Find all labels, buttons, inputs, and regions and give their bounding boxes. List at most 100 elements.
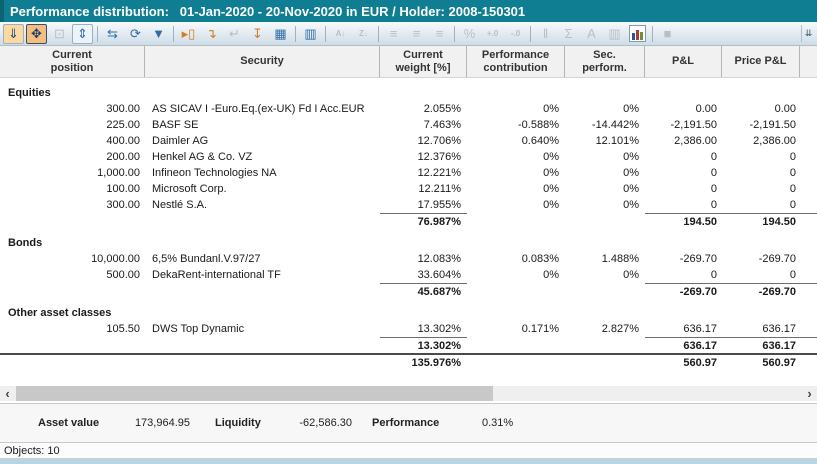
table-cell	[565, 355, 645, 371]
toolbar-separator	[378, 25, 379, 42]
scrollbar-thumb[interactable]	[16, 386, 493, 401]
resize-columns-icon[interactable]: ⇆	[107, 26, 118, 41]
align-left-icon: ≡	[389, 26, 398, 41]
table-cell: 13.302%	[417, 323, 461, 335]
table-cell: 0%	[543, 199, 559, 211]
table-row[interactable]: 10,000.00 6,5% Bundanl.V.97/27 12.083% 0.08…	[0, 251, 817, 267]
section-header-row: Other asset classes	[0, 305, 817, 321]
table-cell: 0.171%	[521, 323, 559, 335]
column-header-sec-perform[interactable]: Sec. perform.	[565, 46, 645, 77]
section-label: Bonds	[8, 237, 43, 249]
table-cell: 45.687%	[380, 283, 467, 299]
table-cell: 2,386.00	[674, 135, 717, 147]
insert-field-icon[interactable]: ▸▯	[181, 26, 196, 41]
table-cell: 0	[710, 199, 717, 211]
fit-selection-icon: ⊡	[54, 26, 65, 41]
toolbar-overflow-button[interactable]: ⇊	[801, 25, 815, 42]
select-columns-icon[interactable]: ▥	[304, 26, 317, 41]
table-cell: 12.376%	[417, 151, 461, 163]
liquidity-value: -62,586.30	[299, 417, 352, 429]
table-row[interactable]: 300.00 AS SICAV I -Euro.Eq.(ex-UK) Fd I A…	[0, 101, 817, 117]
table-row[interactable]: 500.00 DekaRent-international TF 33.604% 0%…	[0, 267, 817, 283]
align-center-icon: ≡	[412, 26, 421, 41]
horizontal-scrollbar[interactable]: ‹ ›	[0, 386, 817, 401]
table-row[interactable]: 105.50 DWS Top Dynamic 13.302% 0.171% 2.827%…	[0, 321, 817, 337]
table-cell	[0, 213, 145, 229]
table-cell: 0%	[623, 183, 639, 195]
insert-row-icon[interactable]: ↴	[206, 26, 217, 41]
table-cell: 0%	[543, 103, 559, 115]
table-cell	[800, 101, 817, 117]
table-row[interactable]: 400.00 Daimler AG 12.706% 0.640% 12.101% 2,38…	[0, 133, 817, 149]
table-cell: 12.211%	[418, 183, 461, 195]
table-cell: -14.442%	[591, 119, 639, 131]
section-label: Other asset classes	[8, 307, 112, 319]
table-cell: 560.97	[762, 357, 796, 369]
table-cell: 0%	[543, 167, 559, 179]
table-header-row: Current position Security Current weight…	[0, 46, 817, 78]
column-header-current-weight[interactable]: Current weight [%]	[380, 46, 467, 77]
column-select-icon: ▥	[608, 26, 621, 41]
fit-to-window-icon[interactable]: ✥	[26, 23, 47, 44]
table-cell: 33.604%	[417, 269, 461, 281]
toolbar-separator	[173, 25, 174, 42]
table-cell: 0	[710, 269, 717, 281]
filter-icon[interactable]: ▼	[152, 26, 165, 41]
table-cell	[467, 213, 565, 229]
table-cell	[800, 337, 817, 353]
table-cell	[145, 355, 380, 371]
table-cell	[0, 283, 145, 299]
objects-count: Objects: 10	[4, 444, 60, 457]
table-cell: -2,191.50	[749, 119, 796, 131]
table-cell: 12.221%	[417, 167, 461, 179]
table-row[interactable]: 300.00 Nestlé S.A. 17.955% 0% 0% 0 0	[0, 197, 817, 213]
section-header-row: Bonds	[0, 235, 817, 251]
table-cell: 2.827%	[601, 323, 639, 335]
table-cell: 636.17	[762, 323, 796, 335]
column-header-price-pl[interactable]: Price P&L	[722, 46, 800, 77]
table-cell: 0.083%	[521, 253, 559, 265]
scale-values-icon[interactable]: ▦	[274, 26, 287, 41]
table-cell	[800, 267, 817, 283]
table-cell	[145, 283, 380, 299]
chart-icon[interactable]	[627, 24, 648, 44]
sort-asc-icon: A↓	[335, 28, 346, 38]
fit-height-icon[interactable]: ⇕	[72, 23, 93, 44]
remove-decimals-icon: -.0	[510, 28, 521, 38]
column-header-security[interactable]: Security	[145, 46, 380, 77]
table-cell	[565, 337, 645, 353]
section-label: Equities	[8, 87, 51, 99]
table-cell: 7.463%	[423, 119, 461, 131]
performance-label: Performance	[372, 417, 440, 429]
table-cell: 10,000.00	[91, 253, 140, 265]
table-row[interactable]: 225.00 BASF SE 7.463% -0.588% -14.442% -2,191…	[0, 117, 817, 133]
scroll-right-button[interactable]: ›	[802, 386, 817, 401]
table-cell: 17.955%	[417, 199, 461, 211]
table-cell: DWS Top Dynamic	[152, 323, 245, 335]
asset-value: 173,964.95	[134, 417, 190, 429]
table-cell: 0.640%	[521, 135, 559, 147]
scrollbar-track[interactable]	[15, 386, 802, 401]
table-cell: -0.588%	[518, 119, 559, 131]
table-cell	[0, 337, 145, 353]
refresh-icon[interactable]: ⟳	[130, 26, 141, 41]
table-cell: 500.00	[106, 269, 140, 281]
table-cell	[800, 149, 817, 165]
table-cell: 12.083%	[417, 253, 461, 265]
scroll-left-button[interactable]: ‹	[0, 386, 15, 401]
column-header-pl[interactable]: P&L	[645, 46, 722, 77]
table-cell	[800, 213, 817, 229]
table-row[interactable]: 100.00 Microsoft Corp. 12.211% 0% 0% 0 0	[0, 181, 817, 197]
column-header-performance-contribution[interactable]: Performance contribution	[467, 46, 565, 77]
dock-panel-icon[interactable]: ⇓	[3, 23, 24, 44]
table-cell: Microsoft Corp.	[152, 183, 227, 195]
sum-underline-icon[interactable]: ↧	[252, 26, 263, 41]
table-cell	[800, 197, 817, 213]
table-row[interactable]: 1,000.00 Infineon Technologies NA 12.221% 0…	[0, 165, 817, 181]
table-cell	[800, 117, 817, 133]
table-cell: 0%	[623, 151, 639, 163]
table-row[interactable]: 200.00 Henkel AG & Co. VZ 12.376% 0% 0% 0 0	[0, 149, 817, 165]
table-cell: 100.00	[106, 183, 140, 195]
table-cell: Daimler AG	[152, 135, 209, 147]
column-header-current-position[interactable]: Current position	[0, 46, 145, 77]
